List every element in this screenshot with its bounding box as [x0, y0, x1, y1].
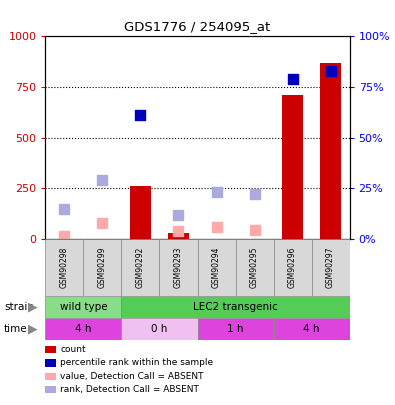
Point [175, 211, 182, 218]
Point [61, 205, 68, 212]
Text: time: time [4, 324, 28, 334]
Text: GSM90296: GSM90296 [288, 247, 297, 288]
Bar [45, 296, 122, 318]
Point [251, 227, 258, 233]
Text: GSM90293: GSM90293 [174, 247, 183, 288]
Bar [198, 239, 235, 296]
Point [213, 189, 220, 196]
Text: GSM90295: GSM90295 [250, 247, 259, 288]
Bar [282, 95, 303, 239]
Bar [312, 239, 350, 296]
Point [99, 177, 105, 183]
Bar [273, 239, 312, 296]
Text: ▶: ▶ [28, 322, 38, 336]
Bar [122, 318, 198, 340]
Point [137, 112, 144, 119]
Text: LEC2 transgenic: LEC2 transgenic [193, 302, 278, 312]
Text: wild type: wild type [60, 302, 107, 312]
Text: 4 h: 4 h [303, 324, 320, 334]
Text: 1 h: 1 h [227, 324, 244, 334]
Bar [235, 239, 274, 296]
Point [213, 224, 220, 230]
Bar [273, 318, 350, 340]
Point [61, 232, 68, 239]
Point [175, 228, 182, 234]
Text: GSM90292: GSM90292 [136, 247, 145, 288]
Point [327, 68, 334, 74]
Bar [83, 239, 122, 296]
Text: GSM90297: GSM90297 [326, 247, 335, 288]
Text: GDS1776 / 254095_at: GDS1776 / 254095_at [124, 20, 271, 33]
Bar [45, 239, 83, 296]
Text: rank, Detection Call = ABSENT: rank, Detection Call = ABSENT [60, 385, 199, 394]
Bar [122, 296, 350, 318]
Text: 0 h: 0 h [151, 324, 167, 334]
Text: count: count [60, 345, 86, 354]
Text: percentile rank within the sample: percentile rank within the sample [60, 358, 214, 367]
Text: GSM90299: GSM90299 [98, 247, 107, 288]
Point [99, 220, 105, 226]
Text: GSM90294: GSM90294 [212, 247, 221, 288]
Bar [320, 63, 341, 239]
Bar [45, 318, 122, 340]
Bar [122, 239, 160, 296]
Bar [198, 318, 274, 340]
Text: strain: strain [4, 302, 34, 312]
Text: ▶: ▶ [28, 300, 38, 313]
Bar [130, 186, 151, 239]
Text: value, Detection Call = ABSENT: value, Detection Call = ABSENT [60, 372, 204, 381]
Point [251, 191, 258, 198]
Bar [160, 239, 198, 296]
Bar [168, 233, 189, 239]
Point [290, 76, 296, 82]
Text: 4 h: 4 h [75, 324, 92, 334]
Text: GSM90298: GSM90298 [60, 247, 69, 288]
